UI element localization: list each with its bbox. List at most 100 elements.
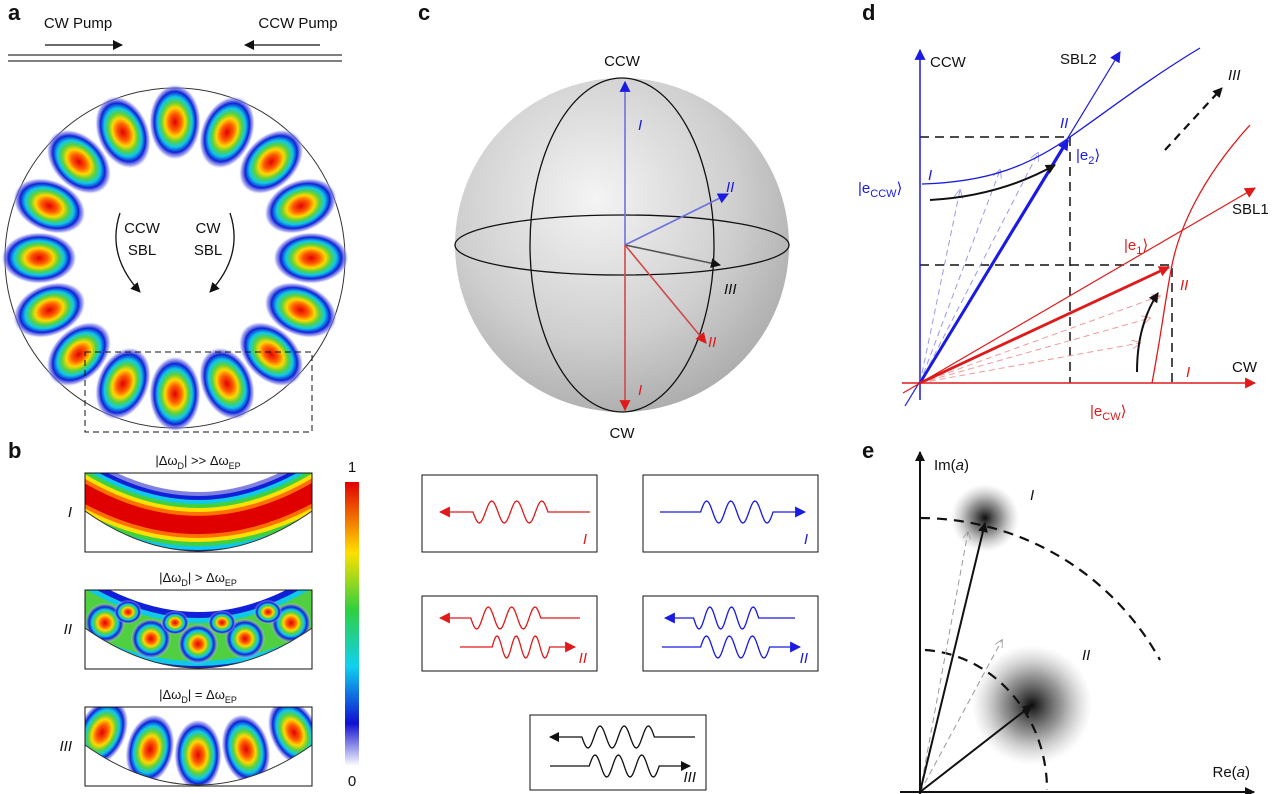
field-spot xyxy=(254,600,282,624)
wave-label: I xyxy=(583,531,587,548)
axis-text: a xyxy=(1237,764,1245,781)
ket: ⟩ xyxy=(1142,237,1148,254)
state-label: II xyxy=(1082,647,1090,664)
ket-sub: CW xyxy=(1102,411,1121,423)
ket: ⟩ xyxy=(897,180,903,197)
condition-text: |Δω xyxy=(159,570,181,585)
field-spot xyxy=(114,600,142,624)
direction-label: III xyxy=(1228,67,1241,84)
vector-label: II xyxy=(726,179,734,196)
field-spot xyxy=(161,611,189,635)
ket: |e xyxy=(1076,147,1088,164)
pole-label: CW xyxy=(610,425,636,442)
ket: ⟩ xyxy=(1094,147,1100,164)
field-row xyxy=(65,690,331,791)
branch-label: II xyxy=(1060,115,1068,132)
cw-branch xyxy=(1152,125,1250,383)
condition-text: |Δω xyxy=(159,687,181,702)
wave-label: II xyxy=(579,650,587,667)
sbl-label: CCW xyxy=(124,220,161,237)
mode-lobe xyxy=(149,84,201,160)
state-label: I xyxy=(1030,487,1034,504)
vector-label: I xyxy=(638,382,642,399)
state-label: |eCCW⟩ xyxy=(858,180,902,200)
colorbar-label: 0 xyxy=(348,773,356,790)
axis-label: CCW xyxy=(930,54,967,71)
ket: |e xyxy=(858,180,870,197)
subscript: EP xyxy=(225,578,237,588)
direction-arrow xyxy=(1165,88,1222,150)
figure: a b c d e CW Pump CCW Pump CCW SBL CW SB… xyxy=(0,0,1284,794)
vector-label: I xyxy=(638,117,642,134)
row-label: II xyxy=(64,621,72,638)
panel-e: Im(a) Re(a) I II xyxy=(900,452,1254,794)
condition-text: | > Δω xyxy=(188,570,225,585)
subscript: EP xyxy=(229,461,241,471)
wave-box xyxy=(422,596,597,671)
wave-box xyxy=(530,715,706,790)
field-row xyxy=(70,473,326,553)
subscript: EP xyxy=(225,695,237,705)
panel-label: c xyxy=(418,0,430,25)
panel-label: a xyxy=(8,0,21,25)
vector-label: III xyxy=(724,281,737,298)
panel-label: e xyxy=(862,438,874,463)
field-row xyxy=(70,590,326,670)
axis-text: ) xyxy=(964,457,969,474)
axis-label: Re(a) xyxy=(1212,764,1250,781)
mode-lobe xyxy=(149,356,201,432)
axis-label: CW xyxy=(1232,359,1258,376)
panel-label: d xyxy=(862,0,875,25)
wave-box xyxy=(643,475,818,552)
condition-text: |Δω xyxy=(155,453,177,468)
state-label: |e2⟩ xyxy=(1076,147,1100,167)
pole-label: CCW xyxy=(604,53,641,70)
mode-lobe xyxy=(1,232,77,284)
mode-lobe xyxy=(273,232,349,284)
trajectory xyxy=(920,296,1160,383)
row-label: I xyxy=(68,504,72,521)
wave-label: III xyxy=(683,769,696,786)
sbl-label: CW xyxy=(196,220,222,237)
ket: |e xyxy=(1090,403,1102,420)
condition-label: |ΔωD| > ΔωEP xyxy=(159,570,237,588)
axis-text: ) xyxy=(1245,764,1250,781)
sbl-label: SBL xyxy=(194,242,222,259)
wave-boxes: IIIIIIIII xyxy=(422,475,818,790)
pump-label: CCW Pump xyxy=(258,15,337,32)
trajectory xyxy=(920,190,960,383)
ket: |e xyxy=(1124,237,1136,254)
state-label: |e1⟩ xyxy=(1124,237,1148,257)
noise-blob xyxy=(951,484,1019,552)
sbl-label: SBL1 xyxy=(1232,201,1269,218)
panel-a: CW Pump CCW Pump CCW SBL CW SBL xyxy=(1,15,349,432)
mode-lobe xyxy=(174,719,222,791)
amplitude-arc xyxy=(920,518,1160,660)
panel-label: b xyxy=(8,438,21,463)
trajectory xyxy=(920,532,968,792)
vector-label: II xyxy=(708,334,716,351)
axis-text: Im( xyxy=(934,457,956,474)
colorbar-label: 1 xyxy=(348,459,356,476)
phasor xyxy=(920,523,985,792)
bloch-sphere xyxy=(455,78,789,412)
wave-label: I xyxy=(804,531,808,548)
condition-text: | >> Δω xyxy=(184,453,229,468)
pump-label: CW Pump xyxy=(44,15,112,32)
field-spot xyxy=(208,611,236,635)
condition-text: | = Δω xyxy=(188,687,225,702)
condition-label: |ΔωD| = ΔωEP xyxy=(159,687,237,705)
ket-sub: CCW xyxy=(870,188,897,200)
row-label: III xyxy=(59,738,72,755)
evolution-arrow xyxy=(1137,293,1158,372)
panel-d: CCW CW SBL2 SBL1 III I II I II |eCCW⟩ |e… xyxy=(858,48,1269,423)
trajectory xyxy=(920,343,1140,383)
branch-label: II xyxy=(1180,277,1188,294)
panel-b: |ΔωD| >> ΔωEP I |ΔωD| > ΔωEP II |ΔωD| = ΔωEP… xyxy=(59,453,331,791)
colorbar xyxy=(345,482,359,766)
eigenvector xyxy=(920,140,1068,383)
axis-label: Im(a) xyxy=(934,457,969,474)
condition-label: |ΔωD| >> ΔωEP xyxy=(155,453,240,471)
axis-text: Re( xyxy=(1212,764,1236,781)
sbl1-line xyxy=(903,188,1255,393)
